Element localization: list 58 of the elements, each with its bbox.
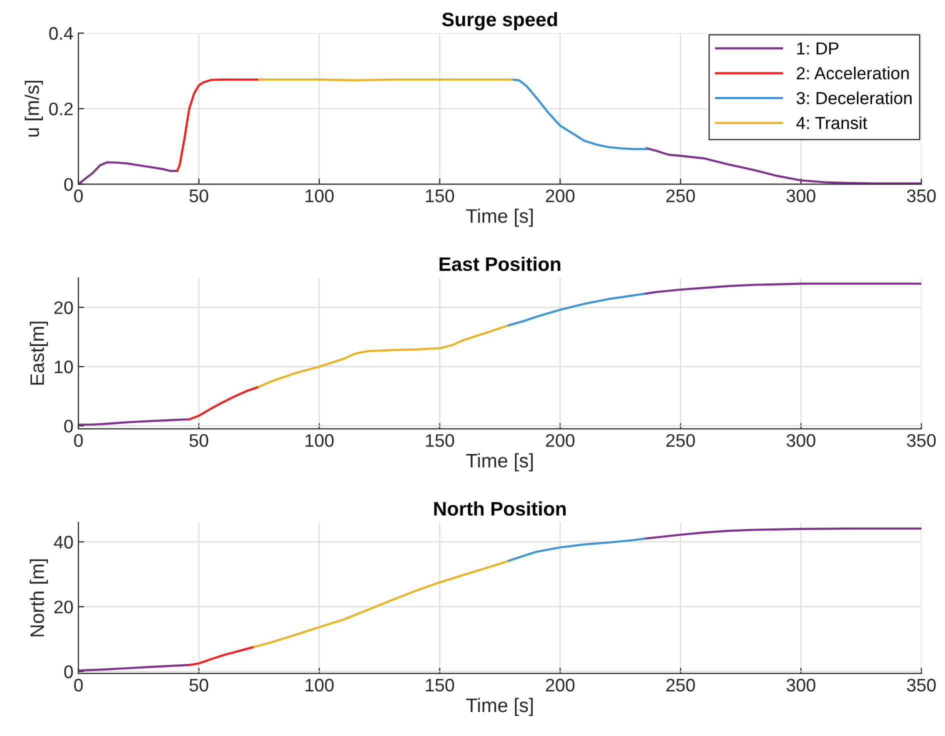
line-series (506, 292, 646, 327)
x-tick-label: 350 (907, 434, 936, 447)
x-tick-label: 300 (786, 678, 816, 692)
chart-title: East Position (440, 256, 560, 272)
y-tick-label: 0.4 (49, 27, 74, 40)
x-tick-label: 200 (546, 434, 574, 447)
line-series (258, 324, 508, 388)
line-series (643, 282, 922, 295)
legend-label: 3: Deceleration (796, 92, 912, 104)
x-tick-label: 50 (190, 678, 208, 692)
y-tick-label: 40 (54, 536, 73, 549)
y-tick-label: 20 (54, 600, 73, 614)
y-tick-label: 0 (64, 420, 73, 433)
x-tick-label: 250 (666, 434, 695, 447)
x-tick-label: 100 (306, 678, 334, 692)
x-tick-label: 300 (786, 189, 816, 202)
x-axis-title: Time [s] (466, 453, 533, 472)
line-series (253, 560, 508, 648)
x-tick-label: 50 (190, 434, 208, 447)
line-series (643, 528, 922, 540)
x-tick-label: 150 (426, 189, 454, 202)
chart-title: North Position (434, 501, 566, 516)
x-tick-label: 200 (546, 189, 574, 202)
y-axis-title: North [m] (30, 559, 48, 636)
chart-title: Surge speed (442, 12, 557, 30)
x-tick-label: 250 (666, 678, 695, 692)
legend-label: 4: Transit (796, 116, 868, 130)
x-tick-label: 150 (426, 678, 454, 692)
line-series (188, 646, 256, 666)
x-tick-label: 200 (546, 678, 574, 692)
x-tick-label: 100 (306, 434, 334, 447)
line-series (78, 161, 178, 184)
line-series (176, 78, 260, 172)
y-axis-title: u [m/s] (24, 80, 43, 137)
x-axis-title: Time [s] (466, 208, 533, 227)
x-tick-label: 250 (666, 189, 695, 202)
x-tick-label: 350 (907, 189, 936, 202)
legend-label: 2: Acceleration (796, 66, 909, 80)
x-tick-label: 0 (74, 678, 83, 692)
x-tick-label: 0 (74, 189, 83, 202)
y-axis-title: East[m] (30, 322, 48, 385)
x-tick-label: 50 (190, 189, 208, 202)
y-tick-label: 0 (64, 178, 73, 191)
line-series (510, 78, 648, 150)
line-series (646, 147, 922, 184)
y-tick-label: 20 (54, 301, 73, 314)
y-tick-label: 0.2 (49, 102, 73, 116)
x-tick-label: 350 (907, 678, 936, 692)
x-tick-label: 150 (426, 434, 454, 447)
line-series (188, 386, 260, 420)
x-tick-label: 0 (74, 434, 83, 447)
x-tick-label: 300 (786, 434, 816, 447)
x-axis-title: Time [s] (466, 698, 533, 716)
y-tick-label: 10 (54, 360, 73, 374)
line-series (506, 538, 646, 562)
x-tick-label: 100 (306, 189, 334, 202)
legend-label: 1: DP (797, 42, 838, 54)
y-tick-label: 0 (64, 665, 73, 678)
